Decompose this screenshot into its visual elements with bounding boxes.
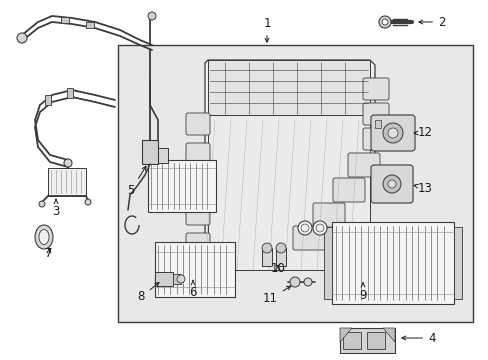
Bar — [453, 227, 461, 299]
Bar — [366, 332, 384, 349]
Bar — [155, 272, 173, 286]
Text: 10: 10 — [270, 262, 285, 275]
FancyBboxPatch shape — [332, 178, 364, 202]
FancyBboxPatch shape — [185, 143, 209, 165]
Circle shape — [85, 199, 91, 205]
Circle shape — [301, 224, 308, 232]
Bar — [342, 332, 360, 349]
Bar — [86, 22, 94, 28]
Text: 2: 2 — [418, 15, 445, 28]
FancyBboxPatch shape — [312, 203, 345, 227]
Circle shape — [312, 221, 326, 235]
Circle shape — [387, 128, 397, 138]
Circle shape — [177, 275, 184, 283]
Circle shape — [304, 278, 311, 286]
Text: 9: 9 — [359, 283, 366, 302]
Circle shape — [289, 277, 299, 287]
Bar — [48, 168, 86, 196]
FancyBboxPatch shape — [362, 128, 388, 150]
Polygon shape — [339, 328, 351, 342]
Bar — [148, 148, 168, 163]
Bar — [207, 60, 369, 115]
Bar — [262, 248, 271, 266]
Bar — [142, 140, 158, 164]
Text: 6: 6 — [189, 280, 196, 299]
FancyBboxPatch shape — [370, 115, 414, 151]
Text: 8: 8 — [137, 283, 159, 303]
FancyBboxPatch shape — [292, 226, 325, 250]
Circle shape — [381, 19, 387, 25]
Circle shape — [39, 201, 45, 207]
Circle shape — [275, 243, 285, 253]
Bar — [155, 242, 235, 297]
Bar — [67, 88, 73, 98]
Bar — [275, 248, 285, 266]
Circle shape — [17, 33, 27, 43]
Circle shape — [262, 243, 271, 253]
Ellipse shape — [35, 225, 53, 249]
Text: 7: 7 — [45, 247, 53, 260]
FancyBboxPatch shape — [185, 113, 209, 135]
Bar — [339, 328, 394, 353]
Text: 12: 12 — [413, 126, 432, 139]
FancyBboxPatch shape — [185, 233, 209, 255]
Circle shape — [315, 224, 324, 232]
Ellipse shape — [39, 230, 49, 244]
FancyBboxPatch shape — [347, 153, 379, 177]
Circle shape — [382, 123, 402, 143]
Text: 4: 4 — [401, 332, 435, 345]
Bar — [45, 95, 51, 105]
Circle shape — [382, 175, 400, 193]
Circle shape — [148, 12, 156, 20]
Bar — [374, 120, 380, 128]
Polygon shape — [382, 328, 394, 342]
Bar — [173, 274, 181, 284]
FancyBboxPatch shape — [185, 203, 209, 225]
FancyBboxPatch shape — [370, 165, 412, 203]
FancyBboxPatch shape — [185, 173, 209, 195]
Circle shape — [64, 159, 72, 167]
Circle shape — [387, 180, 395, 188]
Bar — [118, 45, 472, 322]
Bar — [148, 160, 216, 212]
Text: 5: 5 — [127, 166, 145, 197]
Text: 13: 13 — [413, 181, 432, 194]
Polygon shape — [204, 60, 374, 270]
Text: 11: 11 — [263, 286, 290, 306]
Text: 1: 1 — [263, 17, 270, 42]
Bar — [324, 227, 331, 299]
FancyBboxPatch shape — [362, 103, 388, 125]
Text: 3: 3 — [52, 199, 60, 218]
Circle shape — [378, 16, 390, 28]
Bar — [207, 115, 369, 270]
FancyBboxPatch shape — [362, 78, 388, 100]
Bar — [331, 222, 453, 304]
Bar — [61, 17, 69, 23]
Circle shape — [297, 221, 311, 235]
